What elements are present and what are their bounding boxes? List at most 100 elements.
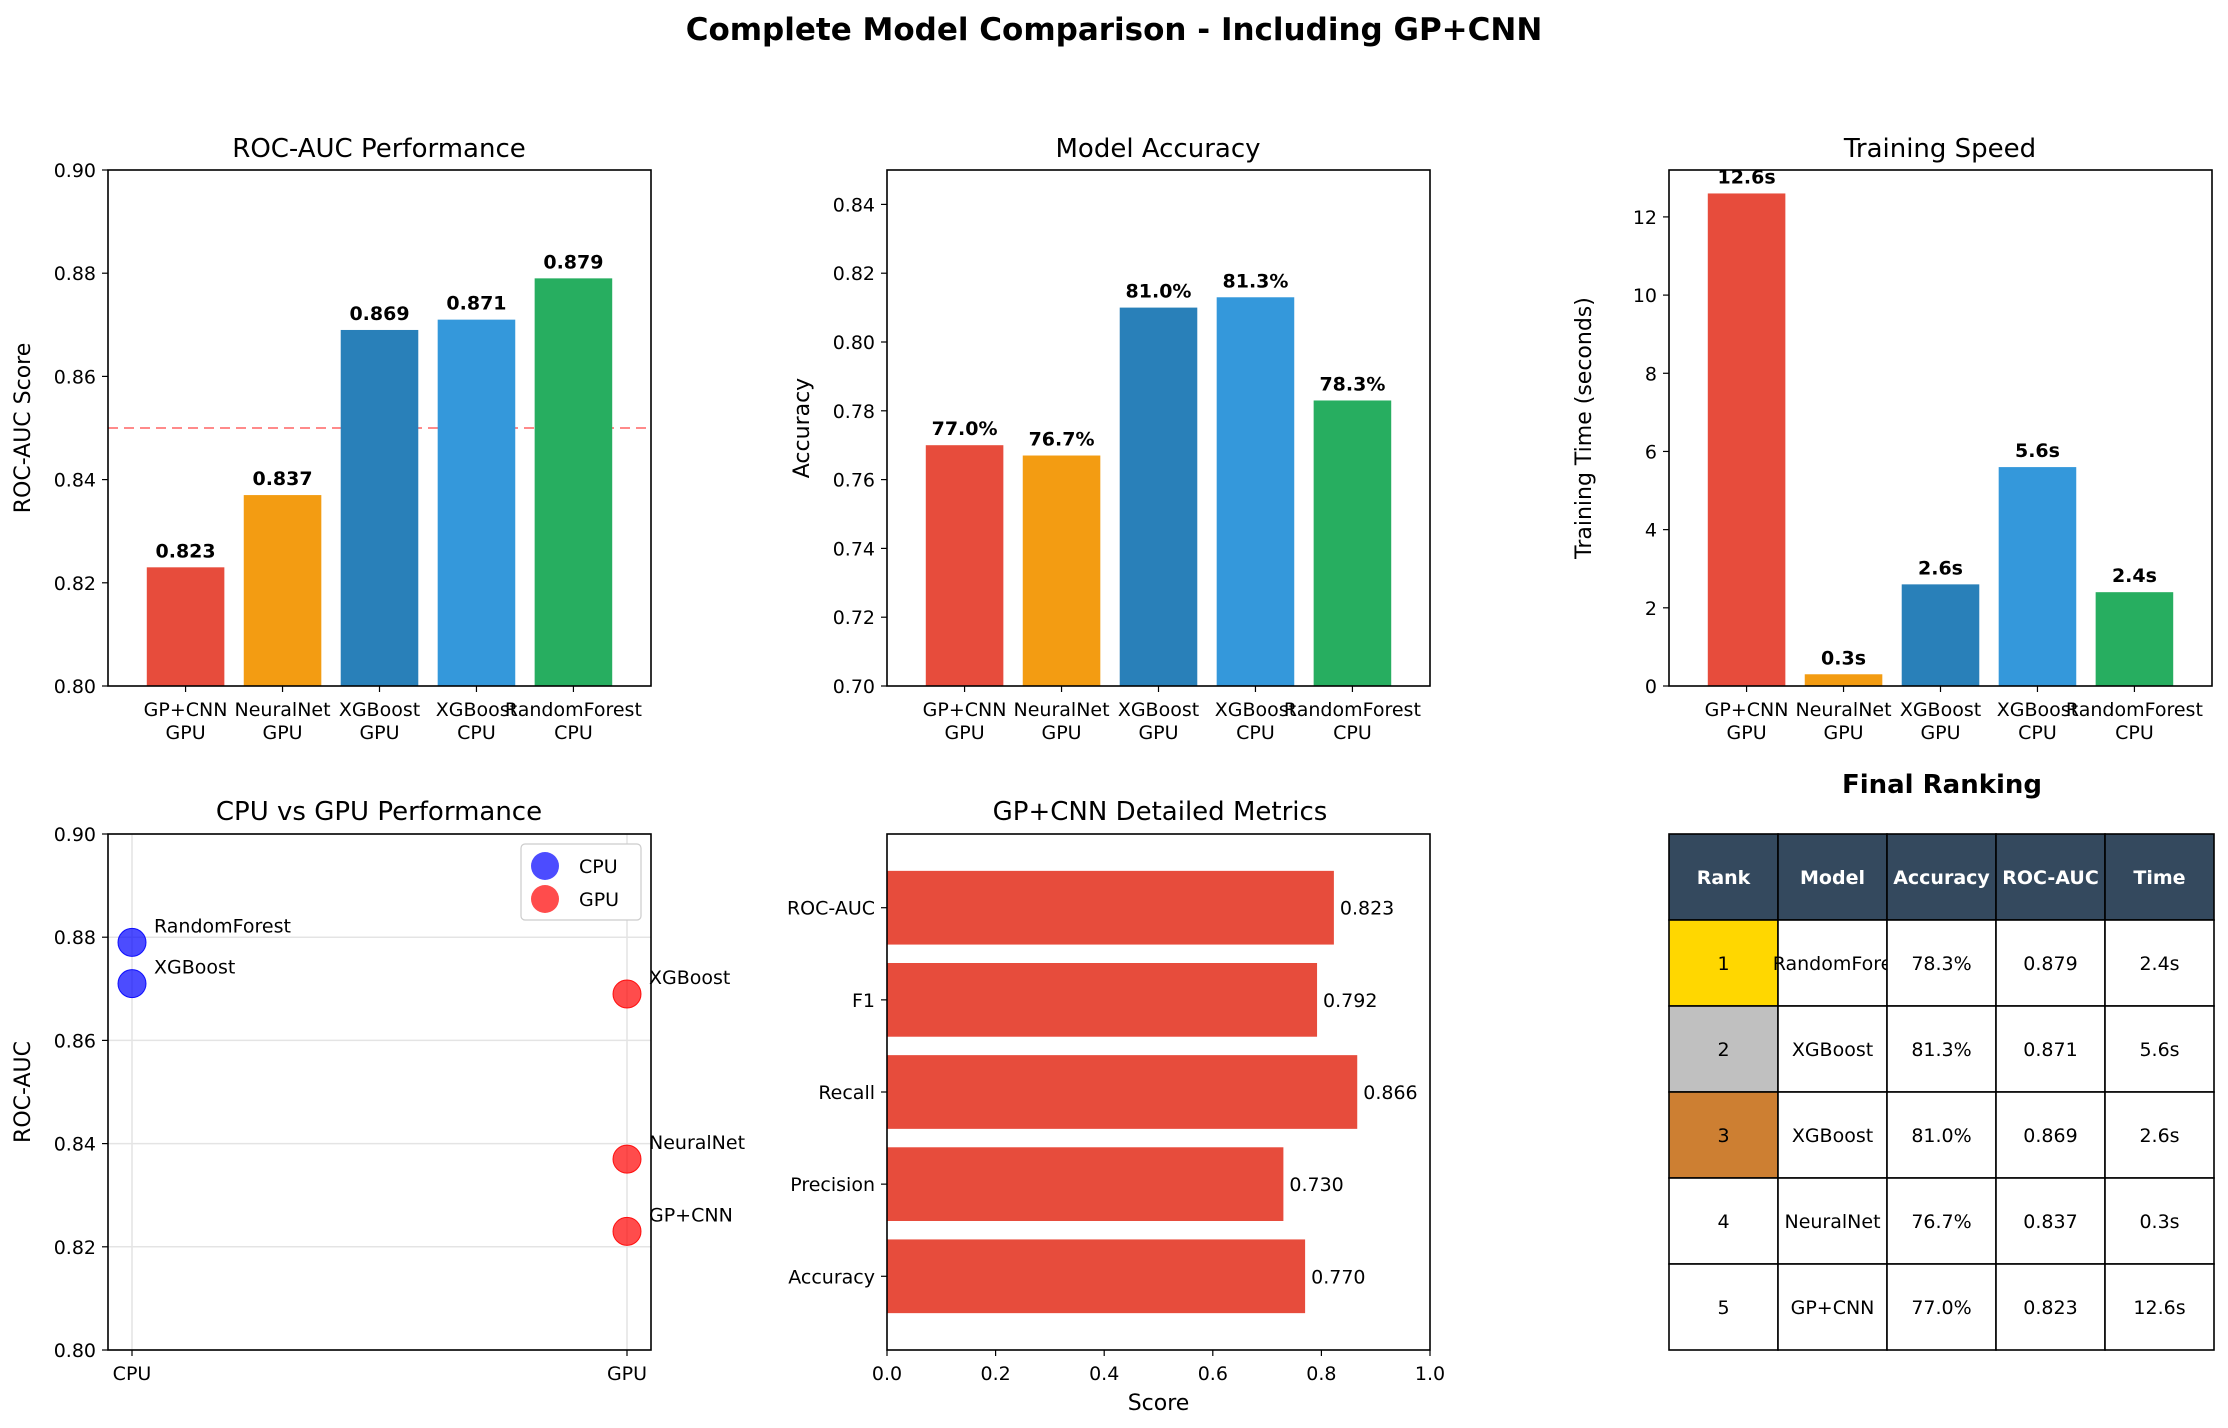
table-value-r5-c3: 77.0% (1911, 1297, 1971, 1319)
table-cell-r5-c4 (1995, 1263, 2106, 1351)
scatter-frame (107, 833, 652, 1351)
table-cell-r1-c5 (2104, 919, 2215, 1007)
roc-auc-xtick-label-5-1: RandomForest (505, 699, 642, 721)
table-value-r3-c3: 81.0% (1911, 1125, 1971, 1147)
table-cell-r4-c1 (1668, 1177, 1779, 1265)
table-cell-r3-c1 (1668, 1091, 1779, 1179)
table-cell-r2-c3 (1886, 1005, 1997, 1093)
table-value-r1-c5: 2.4s (2139, 953, 2179, 975)
accuracy-ytick-label-5: 0.78 (833, 401, 875, 423)
roc-auc-data-label-4: 0.871 (446, 293, 506, 315)
metrics-ytick-label-recall: Recall (818, 1082, 875, 1104)
roc-auc-xtick-label-1-1: GP+CNN (144, 699, 228, 721)
table-value-r1-c1: 1 (1717, 953, 1729, 975)
scatter-point-label-gpu-2: NeuralNet (649, 1132, 745, 1154)
training-speed-data-label-3: 2.6s (1918, 557, 1963, 579)
metrics-data-label-precision: 0.730 (1289, 1174, 1343, 1196)
roc-auc-bar-1 (146, 567, 225, 686)
table-value-r3-c4: 0.869 (2023, 1125, 2077, 1147)
metrics-xtick-label-2: 0.2 (980, 1363, 1010, 1385)
metrics-xtick-label-5: 0.8 (1306, 1363, 1336, 1385)
table-cell-r3-c3 (1886, 1091, 1997, 1179)
accuracy-ylabel: Accuracy (790, 378, 815, 478)
metrics-xtick-label-6: 1.0 (1415, 1363, 1445, 1385)
training-speed-xtick-label-3-1: XGBoost (1900, 699, 1981, 721)
table-value-r4-c5: 0.3s (2139, 1211, 2179, 1233)
table-header-time: Time (2133, 867, 2185, 889)
table-value-r2-c2: XGBoost (1792, 1039, 1873, 1061)
table-header-accuracy: Accuracy (1893, 867, 1990, 889)
accuracy-bar-3 (1119, 307, 1198, 686)
roc-auc-frame (107, 169, 652, 687)
accuracy-xtick-label-1-2: GPU (945, 722, 985, 744)
accuracy-ytick-label-7: 0.82 (833, 263, 875, 285)
training-speed-bar-2 (1804, 674, 1883, 686)
table-value-r4-c3: 76.7% (1911, 1211, 1971, 1233)
scatter-xtick-label-2: GPU (607, 1363, 647, 1385)
training-speed-data-label-4: 5.6s (2015, 440, 2060, 462)
table-cell-r5-c1 (1668, 1263, 1779, 1351)
metrics-bar-accuracy (887, 1239, 1306, 1314)
roc-auc-ytick-label-6: 0.90 (54, 160, 96, 182)
roc-auc-bar-3 (340, 329, 419, 686)
metrics-ytick-label-precision: Precision (790, 1174, 875, 1196)
training-speed-title: Training Speed (1843, 134, 2036, 164)
training-speed-frame (1668, 169, 2213, 687)
accuracy-data-label-4: 81.3% (1223, 270, 1289, 292)
accuracy-data-label-3: 81.0% (1126, 281, 1192, 303)
accuracy-ytick-label-4: 0.76 (833, 470, 875, 492)
table-value-r4-c1: 4 (1717, 1211, 1729, 1233)
table-header-cell-roc-auc (1995, 833, 2106, 921)
scatter-point-gpu-3 (612, 1216, 642, 1246)
roc-auc-title: ROC-AUC Performance (232, 134, 526, 164)
scatter-point-label-cpu-1: RandomForest (154, 915, 291, 937)
roc-auc-xtick-label-5-2: CPU (554, 722, 593, 744)
table-header-roc-auc: ROC-AUC (2002, 867, 2099, 889)
training-speed-ytick-label-1: 0 (1645, 676, 1657, 698)
roc-auc-xtick-label-2-1: NeuralNet (235, 699, 331, 721)
figure-suptitle: Complete Model Comparison - Including GP… (686, 12, 1543, 48)
roc-auc-bar-4 (437, 319, 516, 686)
table-value-r5-c4: 0.823 (2023, 1297, 2077, 1319)
roc-auc-ytick-label-2: 0.82 (54, 573, 96, 595)
table-cell-r1-c2 (1777, 919, 1888, 1007)
training-speed-xtick-label-3-2: GPU (1920, 722, 1960, 744)
table-cell-r3-c5 (2104, 1091, 2215, 1179)
table-cell-r3-c4 (1995, 1091, 2106, 1179)
training-speed-xtick-label-2-2: GPU (1823, 722, 1863, 744)
roc-auc-xtick-label-4-2: CPU (457, 722, 496, 744)
gpcnn-metrics-title: GP+CNN Detailed Metrics (993, 797, 1328, 827)
training-speed-xtick-label-1-1: GP+CNN (1705, 699, 1789, 721)
accuracy-ytick-label-3: 0.74 (833, 538, 875, 560)
accuracy-bar-2 (1022, 455, 1101, 686)
table-value-r4-c4: 0.837 (2023, 1211, 2077, 1233)
scatter-point-label-gpu-3: GP+CNN (649, 1204, 733, 1226)
roc-auc-data-label-5: 0.879 (543, 251, 603, 273)
training-speed-bar-1 (1707, 193, 1786, 687)
accuracy-xtick-label-5-2: CPU (1333, 722, 1372, 744)
scatter-ytick-label-4: 0.86 (54, 1030, 96, 1052)
accuracy-ytick-label-1: 0.70 (833, 676, 875, 698)
accuracy-bar-5 (1313, 400, 1392, 686)
scatter-point-label-gpu-1: XGBoost (649, 967, 730, 989)
roc-auc-ytick-label-1: 0.80 (54, 676, 96, 698)
training-speed-bar-3 (1901, 584, 1980, 686)
roc-auc-ylabel: ROC-AUC Score (11, 343, 36, 514)
table-value-r5-c2: GP+CNN (1791, 1297, 1875, 1319)
accuracy-bar-4 (1216, 297, 1295, 686)
training-speed-bar-5 (2095, 592, 2174, 686)
table-header-cell-time (2104, 833, 2215, 921)
training-speed-ytick-label-5: 8 (1645, 363, 1657, 385)
training-speed-ytick-label-7: 12 (1633, 207, 1657, 229)
metrics-bar-recall (887, 1055, 1358, 1129)
table-cell-r5-c5 (2104, 1263, 2215, 1351)
table-value-r4-c2: NeuralNet (1784, 1211, 1880, 1233)
roc-auc-data-label-3: 0.869 (349, 303, 409, 325)
gpcnn-metrics-panel: GP+CNN Detailed Metrics 0.823 ROC-AUC 0.79… (787, 797, 1445, 1416)
accuracy-xtick-label-4-1: XGBoost (1215, 699, 1296, 721)
scatter-ytick-label-1: 0.80 (54, 1340, 96, 1362)
table-value-r3-c2: XGBoost (1792, 1125, 1873, 1147)
scatter-legend: CPU GPU (520, 843, 642, 921)
accuracy-data-label-2: 76.7% (1029, 429, 1095, 451)
scatter-ytick-label-5: 0.88 (54, 927, 96, 949)
